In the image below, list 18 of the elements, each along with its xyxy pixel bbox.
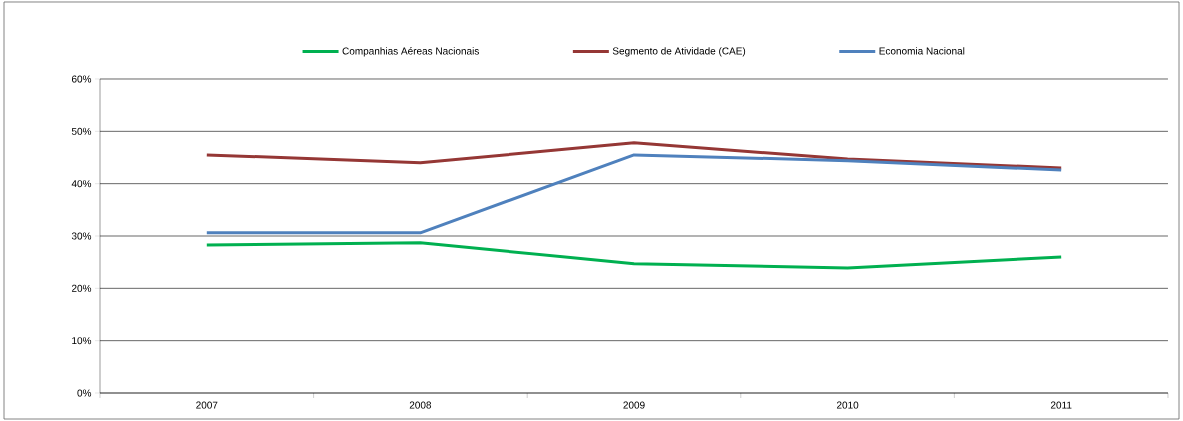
line-series [205,153,1063,235]
x-tick-label: 2008 [409,401,432,409]
x-tick-label: 2010 [836,401,859,409]
y-tick-label: 60% [71,75,92,83]
line-series [205,141,1063,170]
x-tick-label: 2011 [1050,401,1072,409]
y-tick-label: 10% [72,337,92,345]
y-tick-label: 0% [77,389,92,397]
legend-label: Economia Nacional [879,47,965,55]
y-tick-label: 50% [71,127,92,135]
y-tick-label: 20% [71,284,92,292]
y-tick-label: 30% [71,232,92,240]
line-series [205,241,1063,270]
legend-label: Companhias Aéreas Nacionais [342,47,479,57]
y-tick-label: 40% [71,180,92,188]
x-tick-label: 2007 [196,401,218,409]
legend-label: Segmento de Atividade (CAE) [612,47,746,57]
x-tick-label: 2009 [623,401,645,409]
